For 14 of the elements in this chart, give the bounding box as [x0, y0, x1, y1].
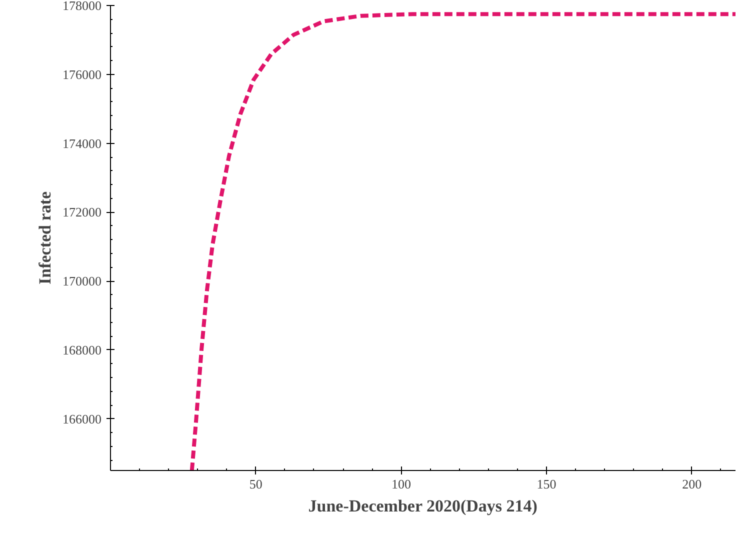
line-series	[190, 12, 736, 470]
x-tick-label: 100	[391, 476, 411, 492]
x-tick-label: 200	[682, 476, 702, 492]
x-tick-label: 150	[536, 476, 556, 492]
x-axis-title: June-December 2020(Days 214)	[308, 496, 538, 516]
y-tick-label: 176000	[62, 66, 102, 82]
y-tick-label: 168000	[62, 342, 102, 358]
y-tick-label: 174000	[62, 136, 102, 151]
y-tick-label: 166000	[62, 411, 102, 426]
x-tick-label: 50	[249, 476, 262, 492]
y-tick-label: 172000	[62, 204, 102, 220]
y-tick-label: 170000	[62, 274, 102, 289]
y-axis-title: Infected rate	[36, 191, 54, 284]
y-tick-label: 178000	[62, 0, 102, 13]
